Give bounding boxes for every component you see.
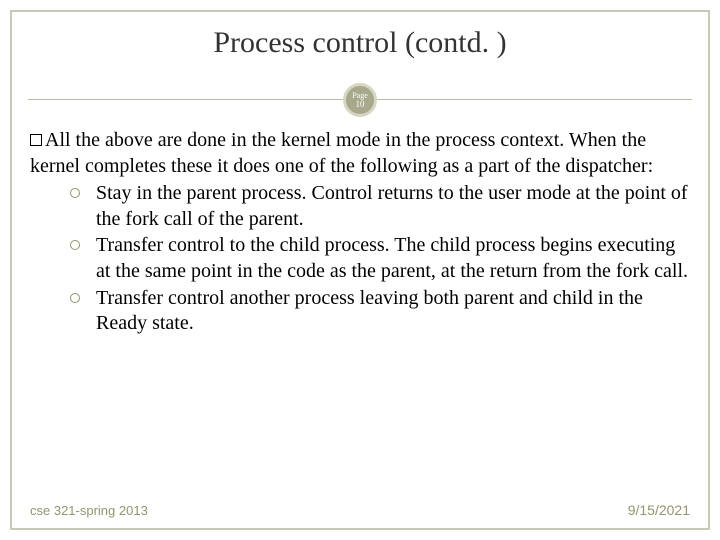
slide-title: Process control (contd. )	[0, 26, 720, 60]
footer-left: cse 321-spring 2013	[30, 503, 148, 518]
circle-bullet-icon	[70, 293, 80, 303]
sub-item-text: Transfer control to the child process. T…	[96, 234, 688, 282]
page-badge-number: 10	[356, 100, 365, 109]
circle-bullet-icon	[70, 188, 80, 198]
list-item: Stay in the parent process. Control retu…	[70, 181, 690, 232]
slide: Process control (contd. ) Page 10 All th…	[0, 0, 720, 540]
page-badge: Page 10	[343, 83, 377, 117]
sub-list: Stay in the parent process. Control retu…	[30, 181, 690, 337]
list-item: Transfer control another process leaving…	[70, 286, 690, 337]
circle-bullet-icon	[70, 240, 80, 250]
footer-right: 9/15/2021	[628, 502, 690, 518]
content-area: All the above are done in the kernel mod…	[30, 128, 690, 338]
sub-item-text: Transfer control another process leaving…	[96, 287, 643, 335]
list-item: Transfer control to the child process. T…	[70, 233, 690, 284]
main-bullet: All the above are done in the kernel mod…	[30, 128, 690, 179]
square-bullet-icon	[30, 134, 42, 146]
sub-item-text: Stay in the parent process. Control retu…	[96, 182, 688, 230]
main-text: All the above are done in the kernel mod…	[30, 129, 653, 177]
